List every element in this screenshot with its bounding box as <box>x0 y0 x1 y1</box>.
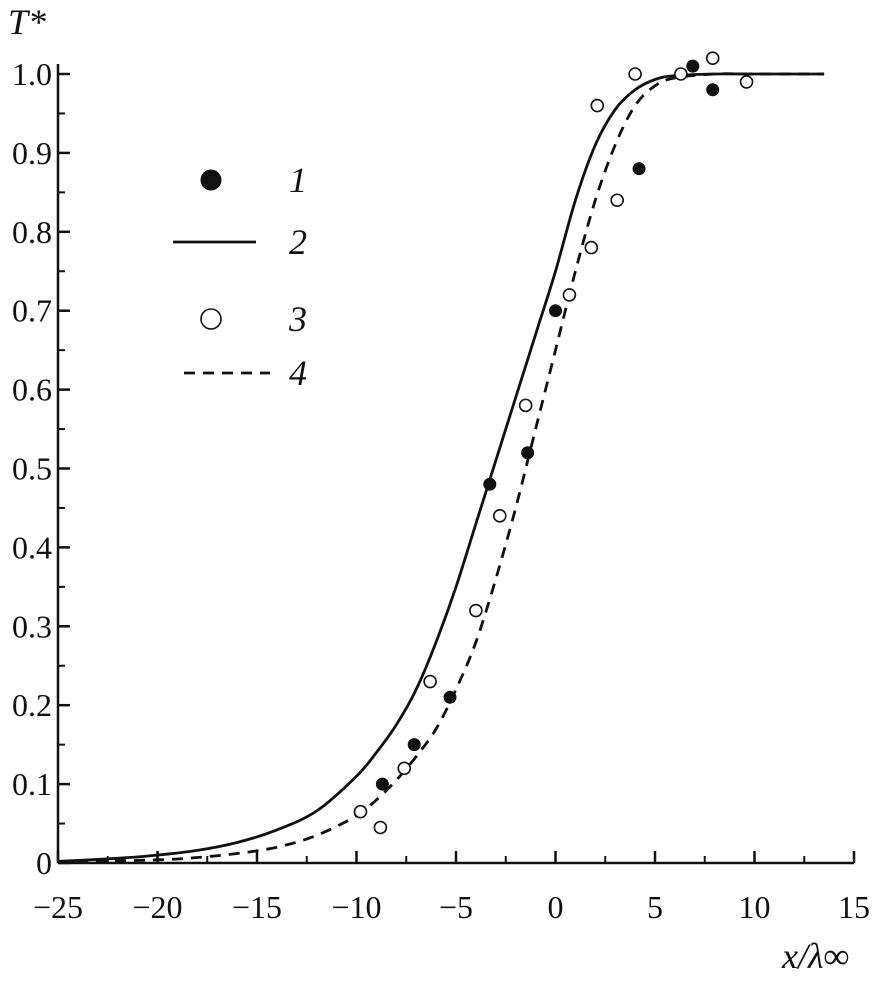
series-3-point <box>739 75 754 89</box>
legend-label-3: 3 <box>288 299 307 339</box>
x-tick-label: −25 <box>33 889 83 925</box>
series-3-point <box>610 193 624 208</box>
x-tick-label: −10 <box>331 889 381 925</box>
y-tick-label: 0.1 <box>12 766 52 802</box>
x-axis-title: x/λ∞ <box>781 936 849 976</box>
y-tick-label: 0.3 <box>12 608 52 644</box>
x-tick-label: −5 <box>439 889 473 925</box>
y-tick-label: 0.7 <box>12 293 52 329</box>
series-3-point <box>353 804 368 819</box>
series-3-point <box>590 98 605 113</box>
series-1-point <box>407 738 421 752</box>
series-3-point <box>518 398 533 413</box>
series-3-point <box>584 240 599 255</box>
series-1-point <box>549 304 562 318</box>
x-tick-label: 5 <box>647 889 663 925</box>
series-1-point <box>443 690 457 704</box>
series-3-point <box>705 51 720 66</box>
series-1-point <box>375 777 389 791</box>
curves <box>57 72 825 864</box>
y-tick-label: 0.5 <box>12 451 52 487</box>
x-tick-label: 0 <box>548 889 564 925</box>
y-tick-label: 0.9 <box>12 135 52 171</box>
y-tick-label: 0.6 <box>12 372 52 408</box>
series-2-line <box>57 72 825 863</box>
series-3-point <box>674 67 688 81</box>
series-3-point <box>397 761 412 776</box>
x-tick-label: 10 <box>739 889 771 925</box>
legend-label-2: 2 <box>289 222 307 262</box>
y-tick-label: 0 <box>36 845 52 881</box>
x-tick-label: −15 <box>232 889 282 925</box>
legend-marker-3 <box>200 308 222 330</box>
series-1-point <box>521 446 535 460</box>
series-3-point <box>469 603 483 618</box>
series-1-point <box>483 477 497 491</box>
y-tick-label: 0.4 <box>12 529 52 565</box>
series-3-point <box>492 509 507 523</box>
x-tick-label: 15 <box>838 889 870 925</box>
series-3-point <box>562 288 577 302</box>
y-tick-label: 0.8 <box>12 214 52 250</box>
series-1-point <box>686 59 700 73</box>
series-1-point <box>706 83 720 97</box>
y-tick-label: 0.2 <box>12 687 52 723</box>
legend-label-1: 1 <box>289 160 307 200</box>
series-4-line <box>57 72 825 864</box>
series-3-point <box>423 674 437 689</box>
axes: −25 −20 −15 −10 −5 0 5 10 15 0 0.1 0.2 0.3 0.4 0.5 0.6 0… <box>12 56 870 925</box>
series-1-point <box>632 162 646 176</box>
y-tick-label: 1.0 <box>12 56 52 92</box>
y-axis-title: T* <box>8 2 46 42</box>
legend-label-4: 4 <box>289 353 307 393</box>
points <box>353 51 754 835</box>
x-tick-label: −20 <box>132 889 182 925</box>
legend-marker-1 <box>200 169 222 191</box>
series-3-point <box>628 67 642 81</box>
series-3-point <box>373 820 388 835</box>
legend: 1 2 3 4 <box>173 160 307 393</box>
